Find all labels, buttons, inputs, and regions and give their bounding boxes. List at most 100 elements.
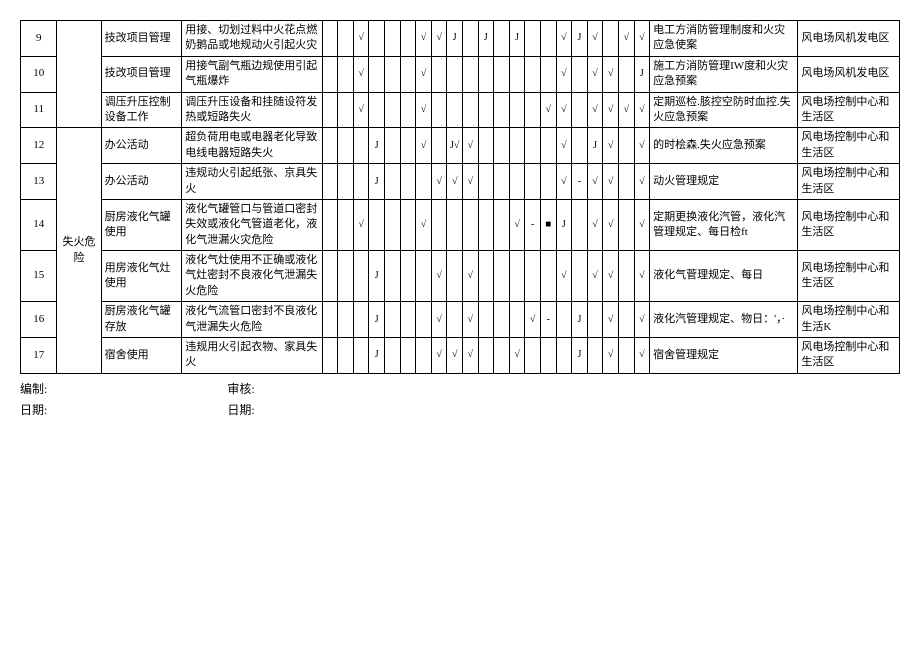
check-mark [338,251,354,302]
check-mark [540,338,556,374]
check-mark [509,128,525,164]
measure-cell: 电工方消防管理制度和火灾应急使案 [650,21,798,57]
check-mark [353,338,369,374]
check-mark [478,164,494,200]
check-mark [385,199,401,250]
check-mark [572,56,588,92]
check-mark [431,92,447,128]
measure-cell: 的时桧森.失火应急预案 [650,128,798,164]
check-mark [353,128,369,164]
hazard-cell: 液化气流管口密封不良液化气泄漏失火危险 [182,302,322,338]
check-mark [540,251,556,302]
check-mark: √ [556,21,572,57]
check-mark [400,21,416,57]
check-mark [353,164,369,200]
prepared-label: 编制: [20,380,47,397]
check-mark: √ [587,92,603,128]
check-mark: √ [540,92,556,128]
check-mark: √ [462,302,478,338]
document-page: 9技改项目管理用接、切划过料中火花点燃奶鹅品或地规动火引起火灾√√√JJJ√J√… [20,20,900,418]
row-number: 16 [21,302,57,338]
check-mark: - [525,199,541,250]
check-mark [447,92,463,128]
measure-cell: 动火管理规定 [650,164,798,200]
check-mark [494,164,510,200]
check-mark: √ [556,128,572,164]
check-mark [478,338,494,374]
check-mark [494,92,510,128]
measure-cell: 施工方消防管理IW度和火灾应急预案 [650,56,798,92]
check-mark: √ [556,56,572,92]
check-mark: J [572,338,588,374]
activity-cell: 宿舍使用 [101,338,182,374]
activity-cell: 厨房液化气罐使用 [101,199,182,250]
check-mark: J [369,338,385,374]
activity-cell: 办公活动 [101,164,182,200]
check-mark [525,338,541,374]
check-mark [540,128,556,164]
check-mark: √ [556,251,572,302]
check-mark [540,164,556,200]
check-mark: - [540,302,556,338]
check-mark [478,251,494,302]
activity-cell: 办公活动 [101,128,182,164]
check-mark [400,199,416,250]
table-row: 9技改项目管理用接、切划过料中火花点燃奶鹅品或地规动火引起火灾√√√JJJ√J√… [21,21,900,57]
check-mark [385,128,401,164]
check-mark: √ [416,128,432,164]
check-mark: √ [462,128,478,164]
activity-cell: 调压升压控制设备工作 [101,92,182,128]
check-mark [618,302,634,338]
check-mark: √ [603,302,619,338]
check-mark [447,302,463,338]
check-mark [353,251,369,302]
check-mark [525,92,541,128]
check-mark: J [447,21,463,57]
check-mark [400,164,416,200]
check-mark [494,128,510,164]
check-mark [369,199,385,250]
check-mark [338,199,354,250]
check-mark: √ [416,21,432,57]
hazard-cell: 超负荷用电或电器老化导致电线电器短路失火 [182,128,322,164]
check-mark: √ [603,338,619,374]
check-mark: J [572,21,588,57]
footer: 编制: 审核: 日期: 日期: [20,380,900,418]
check-mark: √ [603,56,619,92]
check-mark [369,92,385,128]
check-mark [478,199,494,250]
check-mark [494,302,510,338]
check-mark [618,251,634,302]
check-mark [603,21,619,57]
check-mark [462,92,478,128]
check-mark [494,21,510,57]
check-mark [322,338,338,374]
check-mark [416,164,432,200]
check-mark [322,92,338,128]
check-mark [509,92,525,128]
activity-cell: 用房液化气灶使用 [101,251,182,302]
check-mark [587,302,603,338]
check-mark [509,164,525,200]
hazard-cell: 调压升压设备和挂随设符发热或短路失火 [182,92,322,128]
location-cell: 风电场控制中心和生活区 [798,338,900,374]
check-mark: - [572,164,588,200]
location-cell: 风电场控制中心和生活区 [798,164,900,200]
check-mark: √ [634,92,650,128]
check-mark [338,338,354,374]
check-mark [462,199,478,250]
check-mark: √ [634,199,650,250]
check-mark: √ [353,21,369,57]
row-number: 11 [21,92,57,128]
check-mark: √ [509,338,525,374]
check-mark [322,128,338,164]
check-mark [494,338,510,374]
check-mark [322,21,338,57]
check-mark: √ [509,199,525,250]
check-mark [369,56,385,92]
check-mark [431,128,447,164]
check-mark [416,302,432,338]
check-mark: √ [447,164,463,200]
check-mark: √ [618,21,634,57]
check-mark: √ [431,21,447,57]
